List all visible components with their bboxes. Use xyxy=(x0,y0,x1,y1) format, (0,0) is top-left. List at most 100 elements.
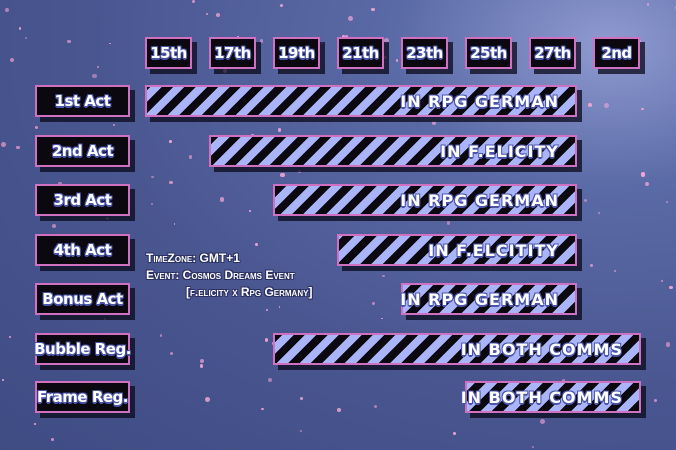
star-icon xyxy=(249,210,252,212)
star-icon xyxy=(168,140,172,144)
star-icon xyxy=(597,211,600,215)
star-icon xyxy=(374,405,378,409)
star-icon xyxy=(266,308,269,311)
star-icon xyxy=(205,13,208,16)
star-icon xyxy=(16,145,20,150)
star-icon xyxy=(646,3,649,6)
star-icon xyxy=(381,317,383,320)
star-icon xyxy=(191,0,195,3)
row-label: 2nd Act xyxy=(35,135,130,167)
row-label: Frame Reg. xyxy=(35,381,130,413)
star-icon xyxy=(223,69,227,73)
star-icon xyxy=(8,335,11,338)
star-icon xyxy=(300,430,303,432)
star-icon xyxy=(653,398,657,402)
star-icon xyxy=(279,172,285,178)
star-icon xyxy=(169,180,173,185)
star-icon xyxy=(267,378,272,383)
row-label: 3rd Act xyxy=(35,184,130,216)
star-icon xyxy=(277,127,282,132)
star-icon xyxy=(613,269,617,273)
event-text: Event: Cosmos Dreams Event xyxy=(146,268,295,282)
star-icon xyxy=(432,120,437,125)
star-icon xyxy=(395,59,399,62)
star-icon xyxy=(33,422,36,425)
star-icon xyxy=(97,66,100,68)
star-icon xyxy=(532,446,534,448)
star-icon xyxy=(151,202,154,205)
star-icon xyxy=(446,221,451,225)
star-icon xyxy=(92,74,97,79)
date-header: 15th xyxy=(145,37,192,69)
star-icon xyxy=(9,58,14,63)
star-icon xyxy=(254,242,259,246)
star-icon xyxy=(644,181,650,187)
schedule-bar: IN RPG GERMAN xyxy=(400,283,577,315)
star-icon xyxy=(173,223,176,226)
row-label: Bonus Act xyxy=(35,283,130,315)
star-icon xyxy=(453,432,457,436)
star-icon xyxy=(337,407,342,412)
star-icon xyxy=(603,103,609,108)
row-label: 4th Act xyxy=(35,234,130,266)
date-header: 25th xyxy=(465,37,512,69)
star-icon xyxy=(109,42,111,45)
star-icon xyxy=(25,36,28,39)
star-icon xyxy=(539,418,545,424)
star-icon xyxy=(219,197,225,203)
star-icon xyxy=(18,27,22,30)
event-subtitle: [f.elicity x Rpg Germany] xyxy=(186,285,313,299)
star-icon xyxy=(216,13,221,18)
date-header: 27th xyxy=(529,37,576,69)
schedule-bar: IN RPG GERMAN xyxy=(273,184,577,216)
star-icon xyxy=(320,41,323,45)
star-icon xyxy=(669,285,673,290)
star-icon xyxy=(160,334,163,337)
star-icon xyxy=(641,108,644,111)
star-icon xyxy=(261,407,264,411)
star-icon xyxy=(372,302,375,306)
star-icon xyxy=(382,274,385,278)
star-icon xyxy=(67,39,71,44)
star-icon xyxy=(666,200,669,203)
star-icon xyxy=(199,358,204,363)
star-icon xyxy=(105,217,109,221)
star-icon xyxy=(584,198,588,202)
star-icon xyxy=(169,351,174,355)
star-icon xyxy=(347,15,353,21)
star-icon xyxy=(665,342,670,347)
star-icon xyxy=(199,364,204,368)
timezone-text: TimeZone: GMT+1 xyxy=(146,251,240,265)
star-icon xyxy=(661,280,663,282)
row-label: 1st Act xyxy=(35,85,130,117)
star-icon xyxy=(280,3,284,7)
star-icon xyxy=(5,8,9,12)
schedule-bar: IN RPG GERMAN xyxy=(145,85,577,117)
star-icon xyxy=(104,318,106,320)
star-icon xyxy=(384,38,389,43)
star-icon xyxy=(188,155,192,159)
star-icon xyxy=(1,142,7,147)
star-icon xyxy=(300,397,304,401)
star-icon xyxy=(51,437,55,441)
date-header: 17th xyxy=(209,37,256,69)
date-header: 2nd xyxy=(593,37,640,69)
star-icon xyxy=(278,306,281,309)
schedule-bar: IN BOTH COMMS xyxy=(273,333,641,365)
row-label: Bubble Reg. xyxy=(34,333,131,365)
star-icon xyxy=(640,172,646,177)
star-icon xyxy=(150,175,154,179)
star-icon xyxy=(113,124,116,127)
schedule-bar: IN F.ELCITITY xyxy=(337,234,577,266)
date-header: 21th xyxy=(337,37,384,69)
star-icon xyxy=(35,125,39,130)
date-header: 19th xyxy=(273,37,320,69)
star-icon xyxy=(587,103,592,108)
star-icon xyxy=(259,39,264,43)
schedule-bar: IN F.ELICITY xyxy=(209,135,577,167)
star-icon xyxy=(371,7,375,11)
event-info: TimeZone: GMT+1 Event: Cosmos Dreams Eve… xyxy=(146,250,312,301)
star-icon xyxy=(589,264,593,268)
star-icon xyxy=(205,397,211,403)
star-icon xyxy=(264,337,269,342)
